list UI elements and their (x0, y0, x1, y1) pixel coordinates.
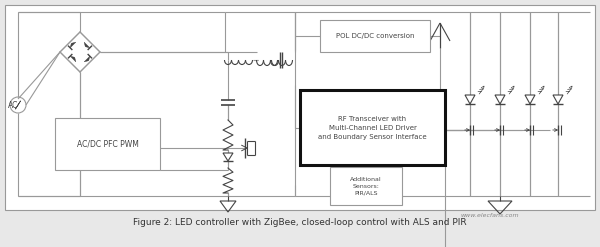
Polygon shape (223, 153, 233, 161)
Polygon shape (525, 95, 535, 104)
Polygon shape (495, 95, 505, 104)
Text: AC: AC (8, 101, 19, 109)
Text: www.elecfans.com: www.elecfans.com (461, 212, 520, 218)
Bar (55, 118, 160, 170)
Text: RF Transceiver with
Multi-Channel LED Driver
and Boundary Sensor Interface: RF Transceiver with Multi-Channel LED Dr… (318, 116, 427, 140)
Bar (300, 90, 445, 165)
Bar (5, 5, 595, 210)
Polygon shape (70, 56, 76, 62)
Text: Figure 2: LED controller with ZigBee, closed-loop control with ALS and PIR: Figure 2: LED controller with ZigBee, cl… (133, 218, 467, 226)
Bar (320, 20, 430, 52)
Bar (330, 167, 402, 205)
Text: AC/DC PFC PWM: AC/DC PFC PWM (77, 140, 139, 148)
Text: Additional
Sensors:
PIR/ALS: Additional Sensors: PIR/ALS (350, 177, 382, 195)
Polygon shape (553, 95, 563, 104)
Text: POL DC/DC conversion: POL DC/DC conversion (336, 33, 414, 39)
Polygon shape (70, 42, 76, 48)
Polygon shape (465, 95, 475, 104)
Polygon shape (84, 42, 90, 48)
Polygon shape (84, 56, 90, 62)
